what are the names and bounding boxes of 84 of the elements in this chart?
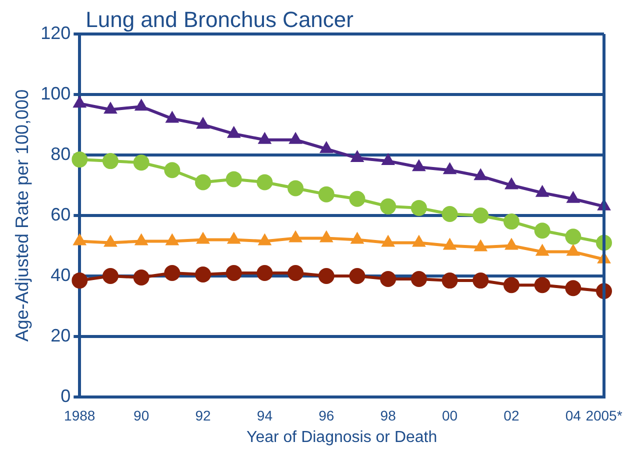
point [474, 168, 488, 180]
point [72, 96, 87, 108]
point [226, 126, 241, 138]
y-tick-label: 40 [50, 264, 71, 285]
y-tick-label: 20 [50, 325, 71, 346]
point [410, 271, 427, 288]
point [134, 98, 148, 111]
point [196, 116, 210, 129]
x-tick-label: 90 [134, 407, 150, 424]
chart-title: Lung and Bronchus Cancer [86, 7, 354, 32]
point [350, 232, 364, 244]
x-tick-label: 04 [565, 407, 582, 424]
point [503, 214, 520, 230]
point [504, 177, 518, 190]
x-tick-label: 94 [256, 407, 273, 424]
point [442, 162, 457, 174]
x-tick-label: 92 [195, 407, 212, 424]
point [565, 280, 582, 296]
point [288, 180, 304, 196]
point [288, 264, 304, 281]
y-tick-label: 60 [50, 204, 71, 224]
x-tick-label: 00 [442, 407, 458, 424]
point [380, 271, 396, 288]
point [319, 230, 334, 242]
point [503, 277, 520, 294]
point [442, 238, 457, 250]
point [412, 234, 426, 247]
point [165, 110, 180, 123]
point [104, 102, 118, 114]
x-tick-label: 2005* [586, 407, 623, 424]
point [472, 208, 489, 224]
point [381, 153, 396, 166]
point [102, 268, 118, 284]
point [134, 233, 148, 246]
point [349, 268, 366, 284]
point [165, 233, 180, 246]
point [318, 268, 334, 284]
point [256, 174, 273, 190]
point [258, 233, 272, 246]
point [72, 233, 87, 246]
point [381, 234, 396, 247]
point [164, 264, 180, 281]
point [195, 266, 212, 282]
point [258, 132, 272, 144]
point [256, 264, 273, 281]
point [226, 232, 241, 244]
x-tick-label: 1988 [64, 407, 96, 424]
x-tick-label: 02 [504, 407, 520, 424]
point [226, 264, 242, 281]
y-tick-label: 80 [50, 144, 71, 164]
point [319, 140, 334, 153]
point [535, 244, 550, 256]
point [442, 272, 458, 289]
x-axis-title: Year of Diagnosis or Death [246, 428, 438, 446]
x-tick-label: 96 [318, 407, 334, 424]
point [318, 186, 334, 202]
x-tick-label: 98 [380, 407, 396, 424]
point [566, 190, 580, 203]
point [472, 272, 489, 289]
y-tick-label: 120 [40, 22, 71, 43]
point [133, 270, 150, 286]
point [565, 228, 582, 245]
point [534, 277, 550, 294]
point [474, 239, 488, 252]
point [226, 171, 242, 188]
point [288, 132, 302, 144]
point [535, 184, 550, 197]
point [412, 159, 426, 172]
point [288, 230, 302, 242]
point [534, 222, 550, 239]
point [196, 232, 210, 244]
point [566, 244, 580, 256]
point [72, 272, 88, 289]
point [350, 150, 364, 162]
y-tick-label: 100 [40, 83, 71, 104]
point [504, 238, 518, 250]
point [349, 190, 366, 207]
point [195, 174, 212, 190]
point [410, 200, 427, 216]
point [442, 206, 458, 222]
point [104, 234, 118, 247]
point [380, 198, 396, 214]
y-tick-label: 0 [60, 386, 71, 406]
y-axis-title: Age-Adjusted Rate per 100,000 [12, 89, 32, 342]
